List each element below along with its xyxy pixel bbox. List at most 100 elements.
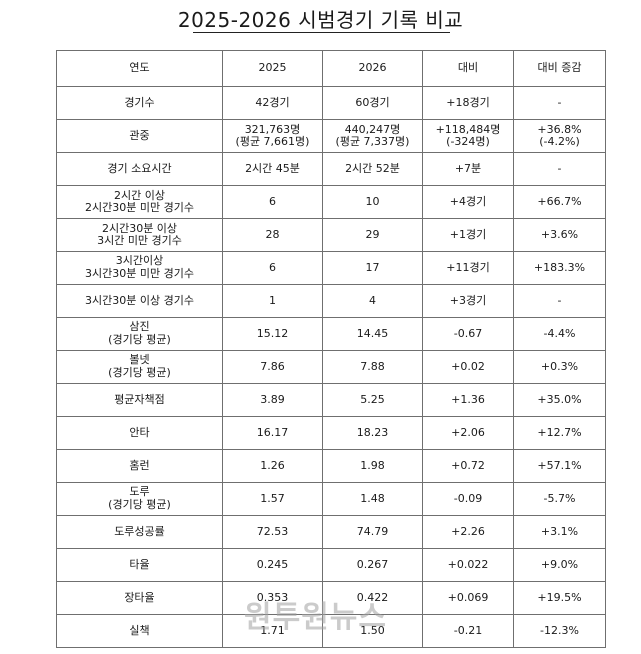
row-label: 2시간30분 이상 3시간 미만 경기수 [56,218,223,252]
table-row: 삼진 (경기당 평균) 15.12 14.45 -0.67 -4.4% [56,316,606,351]
value-diff: +1경기 [422,218,514,252]
table-row: 3시간30분 이상 경기수 1 4 +3경기 - [56,283,606,318]
value-pct: - [513,152,606,187]
value-diff: +118,484명 (-324명) [422,119,514,154]
table-row: 도루성공률 72.53 74.79 +2.26 +3.1% [56,514,606,549]
value-diff: +3경기 [422,283,514,318]
value-2026: 74.79 [322,514,423,549]
value-pct: +66.7% [513,185,606,220]
value-diff: -0.09 [422,481,514,516]
value-pct: -4.4% [513,316,606,351]
value-2026: 1.98 [322,448,423,483]
value-2026: 5.25 [322,382,423,417]
row-label: 경기수 [56,86,223,121]
value-2026: 10 [322,185,423,220]
value-2026: 2시간 52분 [322,152,423,187]
value-pct: +35.0% [513,382,606,417]
value-diff: +0.02 [422,349,514,384]
value-diff: +0.069 [422,580,514,615]
table-row: 평균자책점 3.89 5.25 +1.36 +35.0% [56,382,606,417]
row-label: 3시간이상 3시간30분 미만 경기수 [56,251,223,285]
watermark-logo: 원투원뉴스 [244,600,387,635]
table-header-row: 연도 2025 2026 대비 대비 증감 [56,49,606,88]
row-label: 실책 [56,613,223,649]
value-pct: +3.1% [513,514,606,549]
value-pct: - [513,283,606,318]
value-2026: 17 [322,251,423,285]
row-label: 타율 [56,547,223,582]
value-pct: +12.7% [513,415,606,450]
value-2026: 1.48 [322,481,423,516]
comparison-table: 연도 2025 2026 대비 대비 증감 경기수 42경기 60경기 +18경기 - 관… [56,49,606,649]
row-label: 도루성공률 [56,514,223,549]
value-pct: +3.6% [513,218,606,252]
value-diff: +1.36 [422,382,514,417]
table-row: 장타율 0.353 0.422 +0.069 +19.5% [56,580,606,615]
value-2025: 6 [222,251,323,285]
row-label: 삼진 (경기당 평균) [56,316,223,351]
value-pct: +0.3% [513,349,606,384]
value-2025: 16.17 [222,415,323,450]
row-label: 3시간30분 이상 경기수 [56,283,223,318]
row-label: 평균자책점 [56,382,223,417]
value-2025: 2시간 45분 [222,152,323,187]
row-label: 관중 [56,119,223,154]
value-2025: 1.26 [222,448,323,483]
value-pct: +57.1% [513,448,606,483]
row-label: 경기 소요시간 [56,152,223,187]
value-pct: - [513,86,606,121]
value-diff: -0.67 [422,316,514,351]
value-diff: +2.26 [422,514,514,549]
table-row: 볼넷 (경기당 평균) 7.86 7.88 +0.02 +0.3% [56,349,606,384]
value-2026: 18.23 [322,415,423,450]
value-2025: 0.353 [222,580,323,615]
table-row: 홈런 1.26 1.98 +0.72 +57.1% [56,448,606,483]
value-2026: 4 [322,283,423,318]
table-row: 3시간이상 3시간30분 미만 경기수 6 17 +11경기 +183.3% [56,251,606,285]
value-2025: 28 [222,218,323,252]
row-label: 장타율 [56,580,223,615]
header-year: 연도 [56,49,223,88]
header-2026: 2026 [322,49,423,88]
table-row: 안타 16.17 18.23 +2.06 +12.7% [56,415,606,450]
row-label: 안타 [56,415,223,450]
value-2026: 7.88 [322,349,423,384]
value-2026: 0.267 [322,547,423,582]
value-2025: 1.57 [222,481,323,516]
value-2025: 15.12 [222,316,323,351]
value-diff: +0.72 [422,448,514,483]
title-underline [193,32,450,33]
value-pct: +183.3% [513,251,606,285]
value-2025: 1 [222,283,323,318]
value-diff: +4경기 [422,185,514,220]
table-row: 2시간 이상 2시간30분 미만 경기수 6 10 +4경기 +66.7% [56,185,606,220]
value-2026: 29 [322,218,423,252]
value-2025: 7.86 [222,349,323,384]
value-2026: 440,247명 (평균 7,337명) [322,119,423,154]
value-2026: 1.50 [322,613,423,649]
value-diff: +7분 [422,152,514,187]
value-diff: +11경기 [422,251,514,285]
value-pct: -5.7% [513,481,606,516]
value-diff: +2.06 [422,415,514,450]
table-row: 경기 소요시간 2시간 45분 2시간 52분 +7분 - [56,152,606,187]
table-row: 2시간30분 이상 3시간 미만 경기수 28 29 +1경기 +3.6% [56,218,606,252]
page-title: 2025-2026 시범경기 기록 비교 [177,8,464,32]
value-pct: +36.8% (-4.2%) [513,119,606,154]
table-row: 관중 321,763명 (평균 7,661명) 440,247명 (평균 7,337… [56,119,606,154]
value-2025: 6 [222,185,323,220]
value-2025: 1.71 [222,613,323,649]
header-pct: 대비 증감 [513,49,606,88]
value-2025: 0.245 [222,547,323,582]
value-2025: 42경기 [222,86,323,121]
value-diff: +18경기 [422,86,514,121]
value-pct: -12.3% [513,613,606,649]
value-diff: +0.022 [422,547,514,582]
value-2025: 72.53 [222,514,323,549]
row-label: 볼넷 (경기당 평균) [56,349,223,384]
value-pct: +9.0% [513,547,606,582]
table-row: 타율 0.245 0.267 +0.022 +9.0% [56,547,606,582]
value-pct: +19.5% [513,580,606,615]
table-row: 실책 1.71 1.50 -0.21 -12.3% [56,613,606,649]
value-2025: 321,763명 (평균 7,661명) [222,119,323,154]
